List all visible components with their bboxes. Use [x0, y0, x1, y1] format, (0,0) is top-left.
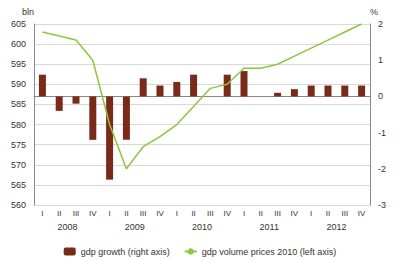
svg-text:2010: 2010	[192, 222, 212, 232]
svg-text:I: I	[243, 209, 245, 218]
svg-text:590: 590	[11, 79, 26, 89]
svg-text:IV: IV	[89, 209, 97, 218]
svg-text:560: 560	[11, 200, 26, 210]
svg-text:II: II	[124, 209, 128, 218]
svg-text:2011: 2011	[260, 222, 279, 232]
svg-text:2: 2	[378, 19, 383, 29]
svg-text:-2: -2	[378, 164, 386, 174]
svg-text:IV: IV	[358, 209, 366, 218]
svg-text:605: 605	[11, 19, 26, 29]
svg-text:II: II	[57, 209, 61, 218]
svg-text:2008: 2008	[58, 222, 78, 232]
svg-text:bln: bln	[22, 7, 34, 17]
svg-text:II: II	[259, 209, 263, 218]
svg-text:IV: IV	[223, 209, 231, 218]
svg-text:III: III	[207, 209, 214, 218]
svg-text:gdp volume prices 2010 (left a: gdp volume prices 2010 (left axis)	[202, 247, 337, 257]
svg-text:575: 575	[11, 140, 26, 150]
svg-text:2009: 2009	[125, 222, 145, 232]
svg-text:570: 570	[11, 160, 26, 170]
svg-text:I: I	[310, 209, 312, 218]
svg-text:565: 565	[11, 180, 26, 190]
svg-text:III: III	[73, 209, 80, 218]
svg-text:IV: IV	[291, 209, 299, 218]
svg-text:-1: -1	[378, 128, 386, 138]
svg-text:III: III	[274, 209, 281, 218]
svg-text:1: 1	[378, 55, 383, 65]
svg-text:600: 600	[11, 39, 26, 49]
svg-text:I: I	[108, 209, 110, 218]
svg-text:%: %	[370, 7, 378, 17]
svg-text:IV: IV	[156, 209, 164, 218]
svg-text:0: 0	[378, 91, 383, 101]
svg-text:I: I	[41, 209, 43, 218]
svg-text:II: II	[326, 209, 330, 218]
svg-text:III: III	[341, 209, 348, 218]
svg-text:II: II	[191, 209, 195, 218]
svg-text:gdp growth (right axis): gdp growth (right axis)	[81, 247, 170, 257]
svg-text:580: 580	[11, 120, 26, 130]
svg-text:2012: 2012	[326, 222, 346, 232]
svg-text:595: 595	[11, 59, 26, 69]
svg-text:585: 585	[11, 99, 26, 109]
svg-text:-3: -3	[378, 200, 386, 210]
svg-text:I: I	[176, 209, 178, 218]
svg-text:III: III	[140, 209, 147, 218]
